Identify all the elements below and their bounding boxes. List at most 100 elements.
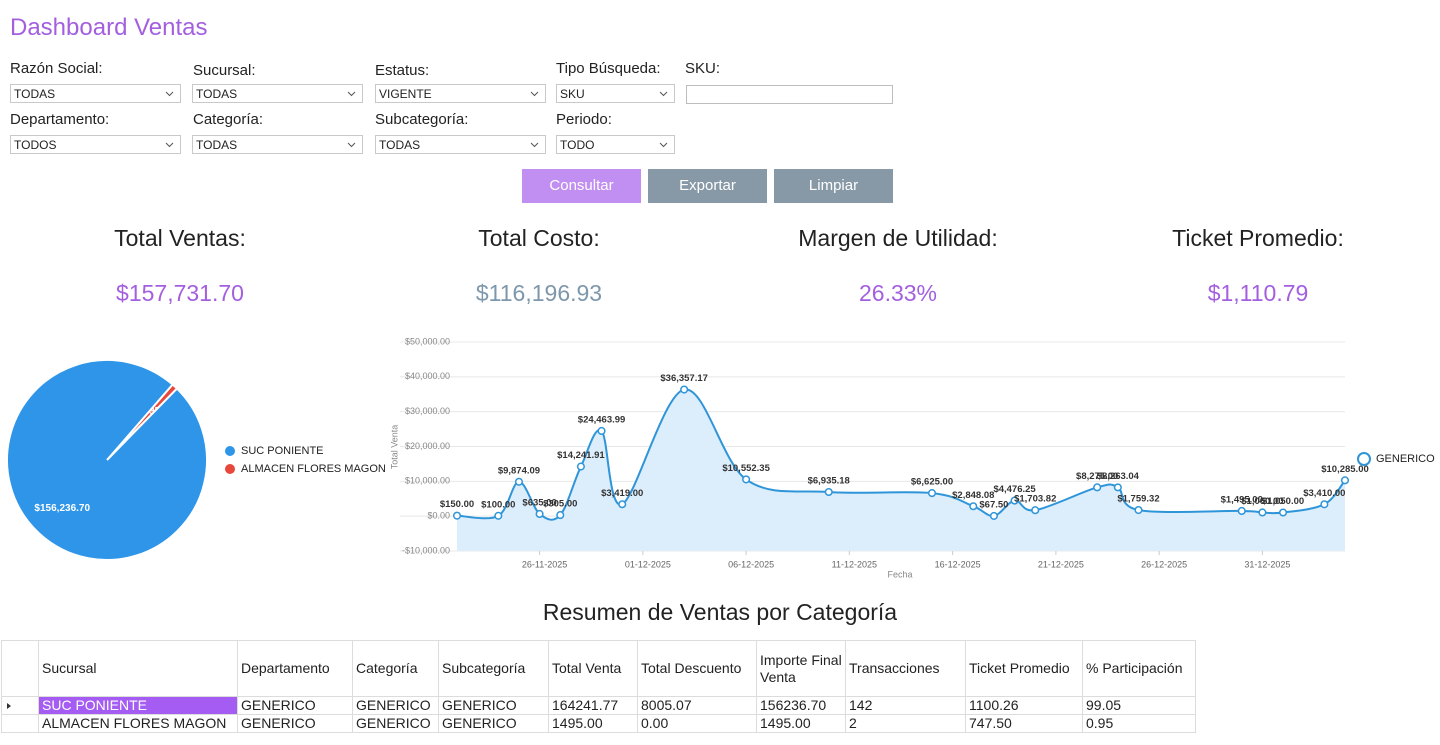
point (1113, 483, 1122, 492)
filter-label: Razón Social: (10, 60, 103, 77)
table-cell: 1495.00 (756, 714, 846, 733)
header-cell: Subcategoría (438, 640, 549, 697)
x-tick-label: 01-12-2025 (625, 559, 671, 569)
y-tick-label: $40,000.00 (405, 371, 450, 381)
data-label: $6,935.18 (808, 476, 850, 487)
y-tick-label: $50,000.00 (405, 336, 450, 346)
table-cell: GENERICO (237, 696, 353, 715)
button[interactable]: Limpiar (774, 169, 893, 203)
header-cell: Categoría (352, 640, 439, 697)
table-cell: GENERICO (352, 714, 439, 733)
point (969, 502, 978, 511)
data-label: $36,357.17 (660, 373, 708, 384)
header-cell: Importe Final Venta (756, 640, 846, 697)
select-value: TODAS (196, 138, 238, 152)
header-cell: Departamento (237, 640, 353, 697)
table-cell: GENERICO (237, 714, 353, 733)
x-tick-label: 06-12-2025 (728, 559, 774, 569)
filter-label: SKU: (685, 60, 721, 77)
point (1237, 506, 1246, 516)
point (514, 477, 524, 486)
point (1278, 508, 1288, 517)
select[interactable]: TODAS (192, 84, 363, 103)
point (1320, 500, 1329, 509)
select-value: SKU (560, 87, 585, 101)
point (927, 489, 937, 498)
data-label: $1,050.00 (1262, 496, 1304, 507)
data-label: $10,552.35 (722, 463, 770, 474)
data-label: $6,625.00 (911, 477, 953, 488)
data-label: $10,285.00 (1321, 464, 1369, 475)
table-cell: 747.50 (965, 714, 1083, 733)
point (618, 500, 627, 509)
chevron (530, 91, 539, 97)
data-label: $67.50 (979, 499, 1008, 510)
y-tick-label: $10,000.00 (405, 476, 450, 486)
data-label: $8,263.04 (1097, 471, 1140, 482)
x-tick-label: 26-11-2025 (522, 559, 567, 569)
data-label: $1,060.00 (1241, 496, 1283, 507)
button[interactable]: Exportar (648, 169, 767, 203)
point (1093, 483, 1102, 492)
point (989, 511, 998, 520)
area (457, 389, 1345, 551)
filter-label: Categoría: (193, 111, 264, 128)
text-input[interactable] (686, 85, 893, 104)
y-tick-label: $30,000.00 (405, 406, 450, 416)
data-label: $24,463.99 (578, 414, 626, 425)
data-label: $8,275.00 (1076, 471, 1118, 482)
legend-label: ALMACEN FLORES MAGON (241, 463, 386, 475)
chevron (659, 142, 668, 148)
chevron (165, 91, 174, 97)
table-cell: GENERICO (438, 696, 549, 715)
data-label: $1,703.82 (1014, 494, 1056, 505)
legend-marker (1357, 452, 1371, 466)
header-cell (1, 640, 39, 697)
select[interactable]: TODOS (10, 135, 181, 154)
pie-slice (6, 359, 208, 561)
kpi-title: Margen de Utilidad: (798, 225, 998, 251)
table-cell: 8005.07 (637, 696, 757, 715)
button[interactable]: Consultar (522, 169, 641, 203)
data-label: $3,410.00 (1303, 488, 1345, 499)
table-cell: SUC PONIENTE (38, 696, 238, 715)
point (597, 426, 606, 436)
header-cell: Total Descuento (637, 640, 757, 697)
data-label: $635.00 (522, 497, 556, 508)
header-cell: % Participación (1082, 640, 1196, 697)
point (1031, 506, 1040, 515)
data-label: $14,241.91 (557, 450, 605, 461)
point (824, 487, 833, 497)
filter-label: Tipo Búsqueda: (556, 60, 661, 77)
page-title: Dashboard Ventas (10, 14, 208, 41)
select[interactable]: TODAS (10, 84, 181, 103)
table-cell: 0.95 (1082, 714, 1196, 733)
select-value: TODAS (379, 138, 421, 152)
row-indicator (1, 714, 39, 733)
legend-label: GENERICO (1376, 453, 1435, 465)
select[interactable]: TODAS (375, 135, 546, 154)
data-label: $3,419.00 (601, 488, 643, 499)
select[interactable]: TODAS (192, 135, 363, 154)
kpi-title: Ticket Promedio: (1172, 225, 1344, 251)
table-cell: 1495.00 (548, 714, 638, 733)
select-value: TODAS (14, 87, 56, 101)
select[interactable]: SKU (556, 84, 675, 103)
kpi-value: $1,110.79 (1207, 280, 1309, 306)
y-tick-label: $0.00 (427, 511, 450, 521)
point (452, 511, 462, 520)
table-cell: 1100.26 (965, 696, 1083, 715)
select[interactable]: VIGENTE (375, 84, 546, 103)
table-cell: ALMACEN FLORES MAGON (38, 714, 238, 733)
row-arrow (7, 703, 11, 709)
select-value: TODAS (196, 87, 238, 101)
row-indicator (1, 696, 39, 715)
select[interactable]: TODO (556, 135, 675, 154)
filter-label: Periodo: (556, 111, 612, 128)
data-label: $100.00 (481, 499, 515, 510)
header-cell: Total Venta (548, 640, 638, 697)
data-label: $2,848.08 (952, 490, 994, 501)
kpi-value: $116,196.93 (475, 280, 603, 306)
table-title: Resumen de Ventas por Categoría (542, 599, 898, 625)
